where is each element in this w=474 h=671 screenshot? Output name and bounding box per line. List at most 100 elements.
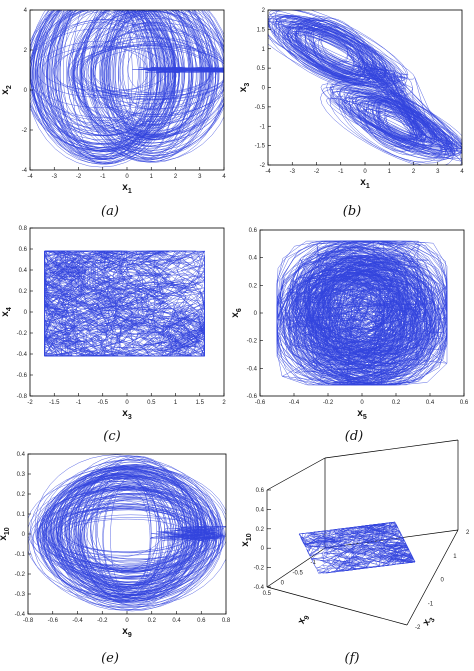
- x-tick-label: 3: [198, 174, 202, 180]
- x-tick-label: -1: [338, 169, 344, 175]
- y-tick-label: 2: [24, 48, 28, 54]
- y-axis-label: x9: [296, 613, 311, 626]
- x-tick-label: -0.5: [98, 400, 109, 406]
- y-axis-label-sub: 4: [6, 307, 13, 311]
- y-axis-label-main: x: [238, 86, 249, 92]
- y-tick-label: -0.4: [15, 612, 26, 618]
- y-axis-label-sub: 9: [303, 615, 311, 621]
- plot-frame: [29, 227, 225, 397]
- x-tick-label: 0: [125, 618, 129, 624]
- y-tick-label: 0: [24, 88, 28, 94]
- x-tick-label: 4: [222, 174, 226, 180]
- x-axis-label-main: x: [122, 182, 128, 193]
- y-axis-label-main: x: [0, 311, 11, 317]
- z-axis-label-sub: 10: [246, 533, 253, 541]
- x-axis-label-main: x: [122, 626, 128, 637]
- panel-caption: (a): [101, 204, 119, 219]
- x-tick-label: 1: [174, 400, 178, 406]
- panel-caption: (c): [103, 429, 120, 444]
- x-tick-label: 0.8: [222, 618, 231, 624]
- x-tick-label: 2: [412, 169, 416, 175]
- y-tick-label: -0.6: [247, 394, 258, 400]
- z-axis-label: x10: [240, 533, 253, 546]
- x-axis-label-sub: 9: [128, 632, 132, 639]
- panel-caption: (b): [343, 204, 361, 219]
- y-tick-label: 0.2: [17, 492, 26, 498]
- y-tick-label: 0: [24, 310, 28, 316]
- x-tick-label: 0.5: [147, 400, 156, 406]
- x-tick-label: -0.2: [323, 400, 334, 406]
- attractor-trajectory: [268, 10, 462, 165]
- x-axis-label-main: x: [421, 617, 434, 628]
- z-tick-label: -0.4: [254, 585, 265, 591]
- x-tick-label: 3: [436, 169, 440, 175]
- x-tick-label: 2: [174, 174, 178, 180]
- y-tick-label: -0.1: [15, 552, 26, 558]
- y-axis-label-main: x: [0, 535, 9, 541]
- z-tick-label: 0.4: [256, 507, 265, 513]
- y-tick-label: 0: [281, 581, 285, 587]
- y-tick-label: 0.2: [19, 289, 28, 295]
- y-axis-label: x2: [0, 85, 13, 95]
- x-axis-label-sub: 5: [363, 414, 367, 421]
- x-axis-label-sub: 3: [128, 414, 132, 421]
- x-tick-label: -4: [27, 174, 33, 180]
- x-axis-label-main: x: [122, 408, 128, 419]
- x-tick-label: 4: [460, 169, 464, 175]
- y-tick-label: 0.6: [19, 247, 28, 253]
- attractor-trajectory: [276, 240, 448, 386]
- plot-frame: [29, 9, 225, 171]
- y-tick-label: -0.2: [247, 339, 258, 345]
- y-tick-label: 0.4: [19, 268, 28, 274]
- x-axis-label: x1: [360, 177, 370, 190]
- x-tick-label: -1: [76, 400, 82, 406]
- x-tick-label: -0.8: [23, 618, 34, 624]
- y-axis-label: x6: [230, 308, 243, 318]
- x-tick-label: -3: [52, 174, 58, 180]
- y-axis-label-main: x: [296, 616, 308, 625]
- y-tick-label: 0: [254, 311, 258, 317]
- x-tick-label: 1.5: [196, 400, 205, 406]
- y-tick-label: -2: [22, 128, 28, 134]
- x-tick-label: 0: [125, 400, 129, 406]
- y-axis-label: x10: [0, 527, 11, 540]
- y-tick-label: 4: [24, 8, 28, 14]
- y-tick-label: 0.4: [17, 452, 26, 458]
- y-tick-label: 2: [262, 8, 266, 14]
- y-tick-label: -1: [260, 124, 266, 130]
- y-tick-label: -0.2: [15, 572, 26, 578]
- y-tick-label: 0.4: [249, 256, 258, 262]
- y-axis-label-sub: 3: [244, 83, 251, 87]
- box-edge: [266, 586, 408, 626]
- y-tick-label: -0.6: [17, 373, 28, 379]
- x-tick-label: -0.6: [255, 400, 266, 406]
- y-axis-label-sub: 6: [236, 308, 243, 312]
- x-tick-label: 1: [453, 554, 457, 560]
- x-axis-label-sub: 1: [366, 183, 370, 190]
- y-axis-label-sub: 2: [6, 85, 13, 89]
- x-tick-label: 1: [388, 169, 392, 175]
- y-axis-label-main: x: [0, 89, 11, 95]
- x-tick-label: 0.6: [460, 400, 469, 406]
- y-tick-label: 1.5: [257, 27, 266, 33]
- y-tick-label: -0.4: [17, 352, 28, 358]
- y-tick-label: -2: [260, 163, 266, 169]
- y-tick-label: -4: [22, 168, 28, 174]
- x-tick-label: -1: [100, 174, 106, 180]
- x-tick-label: 0.2: [148, 618, 157, 624]
- y-tick-label: 0.6: [249, 228, 258, 234]
- y-tick-label: 0: [22, 532, 26, 538]
- x-tick-label: 0.4: [426, 400, 435, 406]
- x-tick-label: 0: [360, 400, 364, 406]
- x-tick-label: -4: [265, 169, 271, 175]
- x-tick-label: -0.4: [289, 400, 300, 406]
- y-tick-label: -0.2: [17, 331, 28, 337]
- z-tick-label: 0: [261, 546, 265, 552]
- y-tick-label: -1.5: [255, 144, 266, 150]
- x-axis-label: x1: [122, 182, 132, 195]
- z-axis-label-main: x: [240, 541, 251, 547]
- panel-caption: (d): [345, 429, 363, 444]
- x-tick-label: -2: [76, 174, 82, 180]
- y-tick-label: -0.4: [247, 366, 258, 372]
